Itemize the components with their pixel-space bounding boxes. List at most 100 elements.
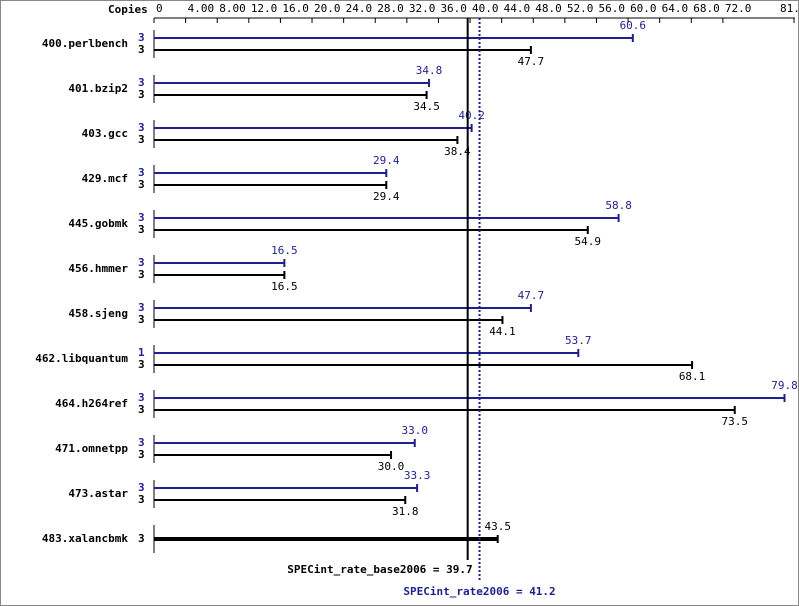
copies-label: 3 xyxy=(138,436,145,449)
category-label: 464.h264ref xyxy=(55,397,128,410)
copies-label: 3 xyxy=(138,76,145,89)
reference-label: SPECint_rate_base2006 = 39.7 xyxy=(287,563,472,576)
x-tick-label: 24.0 xyxy=(346,2,373,15)
copies-label: 3 xyxy=(138,358,145,371)
x-tick-label: 40.0 xyxy=(472,2,499,15)
x-tick-label: 32.0 xyxy=(409,2,436,15)
bar xyxy=(154,139,458,141)
bar xyxy=(154,442,415,444)
copies-label: 3 xyxy=(138,43,145,56)
category-label: 462.libquantum xyxy=(35,352,128,365)
copies-label: 3 xyxy=(138,391,145,404)
x-tick-label: 28.0 xyxy=(377,2,404,15)
copies-label: 3 xyxy=(138,532,145,545)
bar xyxy=(154,409,735,411)
bar xyxy=(154,82,429,84)
x-tick-label: 68.0 xyxy=(693,2,720,15)
copies-label: 3 xyxy=(138,493,145,506)
copies-label: 3 xyxy=(138,403,145,416)
bar xyxy=(154,487,418,489)
value-label: 38.4 xyxy=(444,145,471,158)
bar xyxy=(154,172,387,174)
bar xyxy=(154,319,503,321)
copies-label: 3 xyxy=(138,211,145,224)
value-label: 60.6 xyxy=(620,19,647,32)
x-tick-label: 56.0 xyxy=(598,2,625,15)
value-label: 53.7 xyxy=(565,334,592,347)
bar xyxy=(154,49,531,51)
category-label: 401.bzip2 xyxy=(68,82,128,95)
x-tick-label: 52.0 xyxy=(567,2,594,15)
category-label: 483.xalancbmk xyxy=(42,532,128,545)
copies-label: 3 xyxy=(138,88,145,101)
value-label: 54.9 xyxy=(575,235,602,248)
x-tick-label: 60.0 xyxy=(630,2,657,15)
value-label: 47.7 xyxy=(518,289,545,302)
category-label: 403.gcc xyxy=(82,127,128,140)
value-label: 44.1 xyxy=(489,325,516,338)
x-tick-label: 20.0 xyxy=(314,2,341,15)
bar xyxy=(154,274,285,276)
category-label: 473.astar xyxy=(68,487,128,500)
value-label: 30.0 xyxy=(378,460,405,473)
bar xyxy=(154,454,392,456)
reference-label: SPECint_rate2006 = 41.2 xyxy=(403,585,555,598)
x-tick-label: 36.0 xyxy=(440,2,467,15)
bar xyxy=(154,499,406,501)
bar xyxy=(154,229,588,231)
copies-label: 3 xyxy=(138,301,145,314)
copies-label: 3 xyxy=(138,256,145,269)
x-tick-label: 16.0 xyxy=(282,2,309,15)
copies-label: 3 xyxy=(138,31,145,44)
category-label: 458.sjeng xyxy=(68,307,128,320)
copies-label: 3 xyxy=(138,121,145,134)
copies-label: 3 xyxy=(138,223,145,236)
value-label: 34.8 xyxy=(416,64,443,77)
x-tick-label: 8.00 xyxy=(219,2,246,15)
bar xyxy=(154,352,579,354)
x-tick-label: 44.0 xyxy=(504,2,530,15)
value-label: 29.4 xyxy=(373,190,400,203)
x-tick-label: 48.0 xyxy=(535,2,562,15)
category-label: 400.perlbench xyxy=(42,37,128,50)
bar xyxy=(154,397,785,399)
value-label: 16.5 xyxy=(271,280,298,293)
copies-label: 1 xyxy=(138,346,145,359)
value-label: 31.8 xyxy=(392,505,419,518)
value-label: 33.0 xyxy=(401,424,428,437)
value-label: 40.2 xyxy=(458,109,485,122)
value-label: 73.5 xyxy=(721,415,748,428)
copies-label: 3 xyxy=(138,133,145,146)
bar xyxy=(154,364,693,366)
axis-label: Copies xyxy=(108,3,148,16)
value-label: 58.8 xyxy=(605,199,632,212)
value-label: 47.7 xyxy=(518,55,545,68)
x-tick-label: 4.00 xyxy=(188,2,215,15)
bar xyxy=(154,307,531,309)
copies-label: 3 xyxy=(138,268,145,281)
value-label: 16.5 xyxy=(271,244,298,257)
copies-label: 3 xyxy=(138,481,145,494)
copies-label: 3 xyxy=(138,448,145,461)
bar xyxy=(154,262,285,264)
value-label: 43.5 xyxy=(484,520,511,533)
value-label: 29.4 xyxy=(373,154,400,167)
bar xyxy=(154,127,472,129)
category-label: 445.gobmk xyxy=(68,217,128,230)
bar xyxy=(154,537,498,541)
copies-label: 3 xyxy=(138,178,145,191)
bar xyxy=(154,94,427,96)
x-tick-label: 72.0 xyxy=(725,2,752,15)
x-tick-label: 12.0 xyxy=(251,2,278,15)
category-label: 471.omnetpp xyxy=(55,442,128,455)
bar xyxy=(154,184,387,186)
category-label: 456.hmmer xyxy=(68,262,128,275)
copies-label: 3 xyxy=(138,166,145,179)
category-label: 429.mcf xyxy=(82,172,128,185)
x-tick-label: 64.0 xyxy=(662,2,689,15)
copies-label: 3 xyxy=(138,313,145,326)
value-label: 33.3 xyxy=(404,469,431,482)
value-label: 79.8 xyxy=(771,379,798,392)
